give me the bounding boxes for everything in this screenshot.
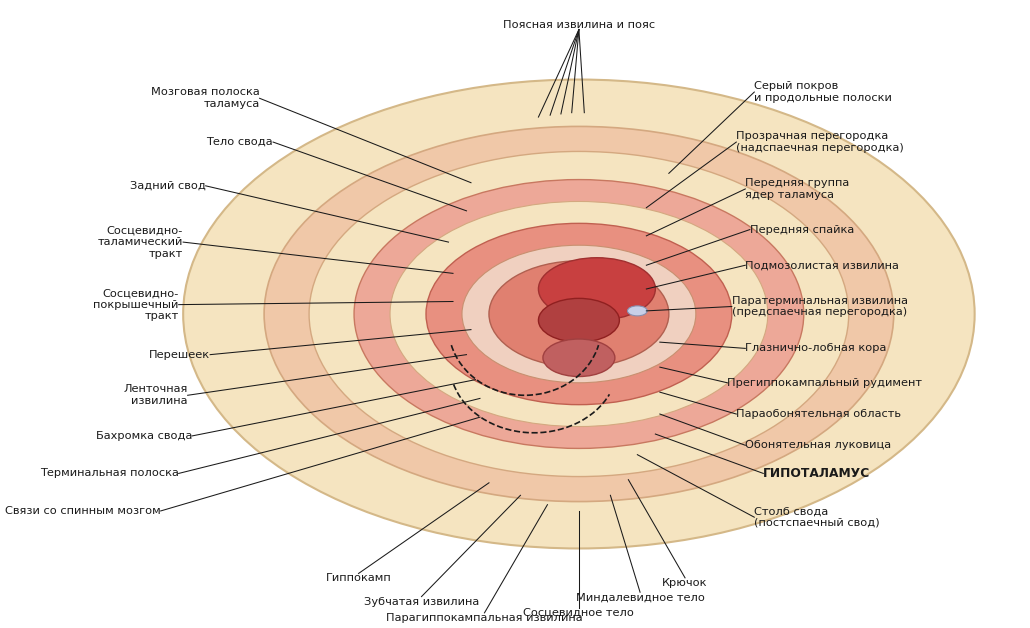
Text: Бахромка свода: Бахромка свода bbox=[96, 431, 193, 441]
Ellipse shape bbox=[309, 151, 849, 477]
Text: Паратерминальная извилина
(предспаечная перегородка): Паратерминальная извилина (предспаечная … bbox=[731, 296, 907, 317]
Text: Прозрачная перегородка
(надспаечная перегородка): Прозрачная перегородка (надспаечная пере… bbox=[736, 131, 904, 153]
Ellipse shape bbox=[426, 224, 731, 404]
Text: Сосцевидно-
покрышечный
тракт: Сосцевидно- покрышечный тракт bbox=[94, 288, 178, 321]
Text: Задний свод: Задний свод bbox=[130, 181, 206, 191]
Text: Серый покров
и продольные полоски: Серый покров и продольные полоски bbox=[754, 81, 892, 103]
Ellipse shape bbox=[390, 202, 767, 426]
Text: Ленточная
извилина: Ленточная извилина bbox=[124, 384, 187, 406]
Ellipse shape bbox=[627, 306, 647, 316]
Text: Гиппокамп: Гиппокамп bbox=[325, 573, 391, 583]
Text: Миндалевидное тело: Миндалевидное тело bbox=[576, 592, 705, 602]
Text: Крючок: Крючок bbox=[662, 578, 708, 588]
Text: Глазнично-лобная кора: Глазнично-лобная кора bbox=[746, 344, 887, 354]
Text: Обонятельная луковица: Обонятельная луковица bbox=[746, 440, 891, 450]
Text: Тело свода: Тело свода bbox=[206, 137, 273, 147]
Text: Подмозолистая извилина: Подмозолистая извилина bbox=[746, 260, 899, 270]
Text: Связи со спинным мозгом: Связи со спинным мозгом bbox=[5, 506, 161, 516]
Text: Столб свода
(постспаечный свод): Столб свода (постспаечный свод) bbox=[754, 506, 880, 528]
Ellipse shape bbox=[539, 257, 655, 320]
Text: Сосцевидно-
таламический
тракт: Сосцевидно- таламический тракт bbox=[98, 225, 183, 259]
Text: Парагиппокампальная извилина: Парагиппокампальная извилина bbox=[386, 613, 583, 623]
Text: Мозговая полоска
таламуса: Мозговая полоска таламуса bbox=[150, 87, 260, 109]
Text: Передняя группа
ядер таламуса: Передняя группа ядер таламуса bbox=[746, 178, 850, 200]
Ellipse shape bbox=[489, 261, 668, 367]
Ellipse shape bbox=[543, 339, 615, 377]
Text: Передняя спайка: Передняя спайка bbox=[750, 225, 854, 235]
Text: Перешеек: Перешеек bbox=[149, 350, 210, 360]
Text: Прегиппокампальный рудимент: Прегиппокампальный рудимент bbox=[727, 378, 922, 387]
Ellipse shape bbox=[183, 80, 974, 548]
Ellipse shape bbox=[539, 298, 619, 342]
Ellipse shape bbox=[462, 245, 696, 383]
Text: ГИПОТАЛАМУС: ГИПОТАЛАМУС bbox=[763, 467, 870, 480]
Text: Поясная извилина и пояс: Поясная извилина и пояс bbox=[503, 19, 655, 30]
Text: Зубчатая извилина: Зубчатая извилина bbox=[364, 597, 479, 607]
Ellipse shape bbox=[354, 180, 803, 448]
Ellipse shape bbox=[264, 126, 894, 502]
Text: Параобонятельная область: Параобонятельная область bbox=[736, 409, 901, 419]
Text: Сосцевидное тело: Сосцевидное тело bbox=[523, 608, 634, 618]
Text: Терминальная полоска: Терминальная полоска bbox=[40, 468, 178, 479]
